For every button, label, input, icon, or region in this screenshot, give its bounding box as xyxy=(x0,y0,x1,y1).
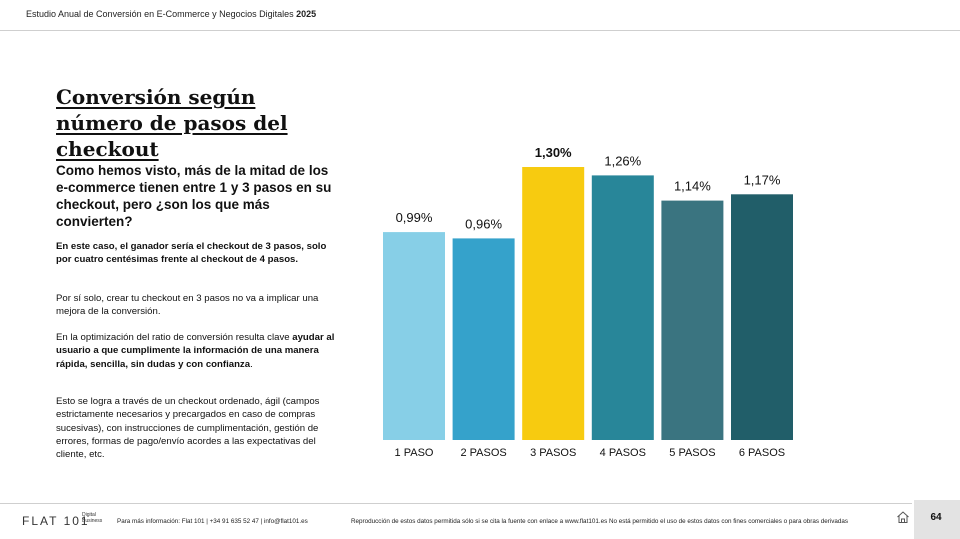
paragraph-checkout-tips: Esto se logra a través de un checkout or… xyxy=(56,396,320,461)
category-label-2: 2 PASOS xyxy=(460,447,506,459)
paragraph-optimization-end: . xyxy=(250,358,253,370)
value-label-2: 0,96% xyxy=(465,216,502,231)
lead-question: Como hemos visto, más de la mitad de los… xyxy=(56,163,332,229)
paragraph-optimization: En la optimización del ratio de conversi… xyxy=(56,331,336,371)
paragraph-optimization-highlight: ayudar al usuario a que cumplimente la i… xyxy=(56,332,335,370)
page-number: 64 xyxy=(930,512,942,523)
paragraph-three-steps: Por sí solo, crear tu checkout en 3 paso… xyxy=(56,293,319,318)
category-label-1: 1 PASO xyxy=(395,447,434,459)
legal-notice: Reproducción de estos datos permitida só… xyxy=(351,518,849,525)
brand-tagline-line-1: Digital xyxy=(82,512,96,518)
brand-tagline-line-2: Business xyxy=(82,518,103,524)
bar-1 xyxy=(383,232,445,440)
paragraph-winner: En este caso, el ganador sería el checko… xyxy=(56,241,327,266)
value-label-4: 1,26% xyxy=(604,153,641,168)
checkout-steps-bar-chart: 0,99% 1 PASO 0,96% 2 PASOS 1,30% 3 PASOS 1,26%… xyxy=(383,145,793,459)
value-label-6: 1,17% xyxy=(744,172,781,187)
bar-2 xyxy=(452,238,515,440)
bar-6 xyxy=(731,194,793,440)
category-label-3: 3 PASOS xyxy=(530,447,576,459)
footer-divider xyxy=(0,503,912,504)
bar-5 xyxy=(661,200,724,440)
study-year: 2025 xyxy=(296,9,317,19)
paragraph-optimization-text: En la optimización del ratio de conversi… xyxy=(56,332,293,343)
brand-tagline: Digital Business xyxy=(82,512,102,524)
page-number-box: 64 xyxy=(914,500,960,539)
report-header: Estudio Anual de Conversión en E-Commerc… xyxy=(26,9,316,19)
bar-4 xyxy=(591,175,654,440)
value-label-5: 1,14% xyxy=(674,179,711,194)
contact-info: Para más información: Flat 101 | +34 91 … xyxy=(117,518,308,525)
value-label-1: 0,99% xyxy=(396,210,433,225)
category-label-6: 6 PASOS xyxy=(739,447,785,459)
study-title: Estudio Anual de Conversión en E-Commerc… xyxy=(26,9,294,19)
home-icon[interactable] xyxy=(896,510,910,529)
category-label-5: 5 PASOS xyxy=(669,447,715,459)
section-title: Conversión según número de pasos del che… xyxy=(56,85,288,161)
brand-logo: FLAT 101 xyxy=(22,514,90,528)
bar-3 xyxy=(522,167,585,440)
header-divider xyxy=(0,30,960,31)
category-label-4: 4 PASOS xyxy=(600,447,646,459)
value-label-3: 1,30% xyxy=(535,145,572,160)
